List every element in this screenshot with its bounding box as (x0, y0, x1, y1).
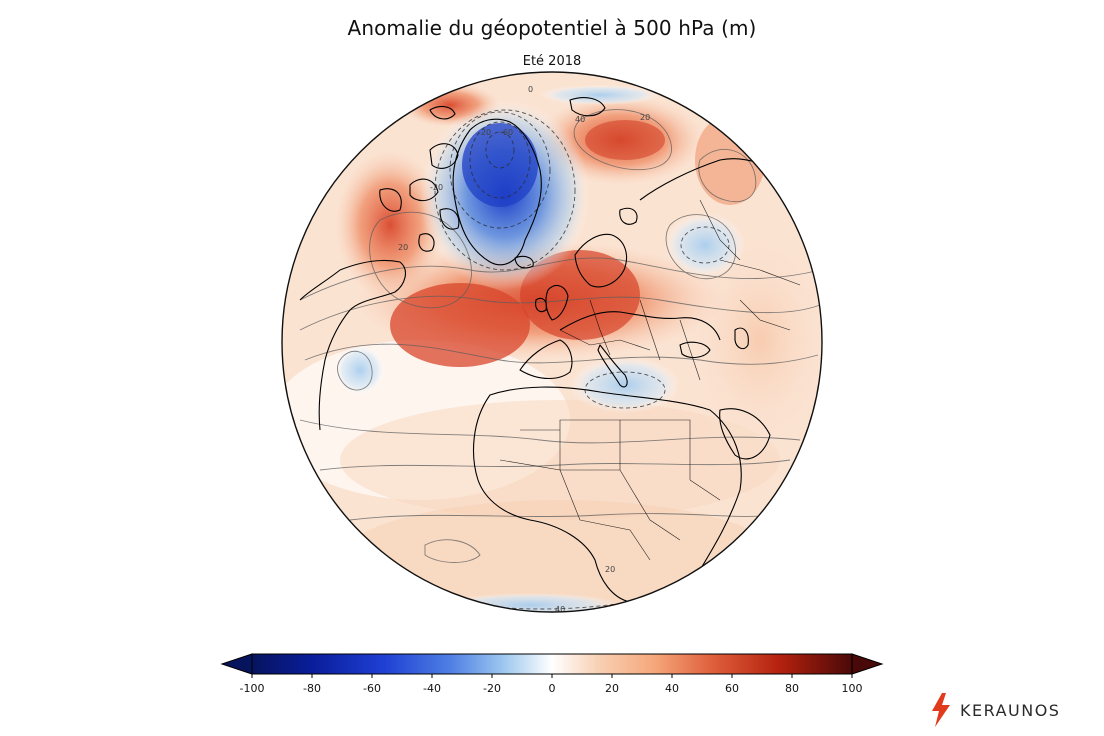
contour-label: 40 (555, 605, 565, 614)
contour-label: 20 (640, 113, 650, 122)
chart-subtitle: Eté 2018 (522, 54, 582, 69)
contour-label: -20 (430, 183, 443, 192)
contour-label: -60 (500, 128, 513, 137)
contour-label: -20 (478, 128, 491, 137)
brand-name: KERAUNOS (960, 700, 1061, 720)
contour-label: 20 (398, 243, 408, 252)
contour-label: 0 (528, 85, 533, 94)
contour-label: 20 (605, 565, 615, 574)
keraunos-logo: KERAUNOS (930, 690, 1060, 730)
globe-outline (281, 71, 823, 613)
chart-title: Anomalie du géopotentiel à 500 hPa (m) (347, 16, 757, 40)
contour-label: 40 (575, 115, 585, 124)
lightning-bolt-icon (932, 693, 950, 727)
